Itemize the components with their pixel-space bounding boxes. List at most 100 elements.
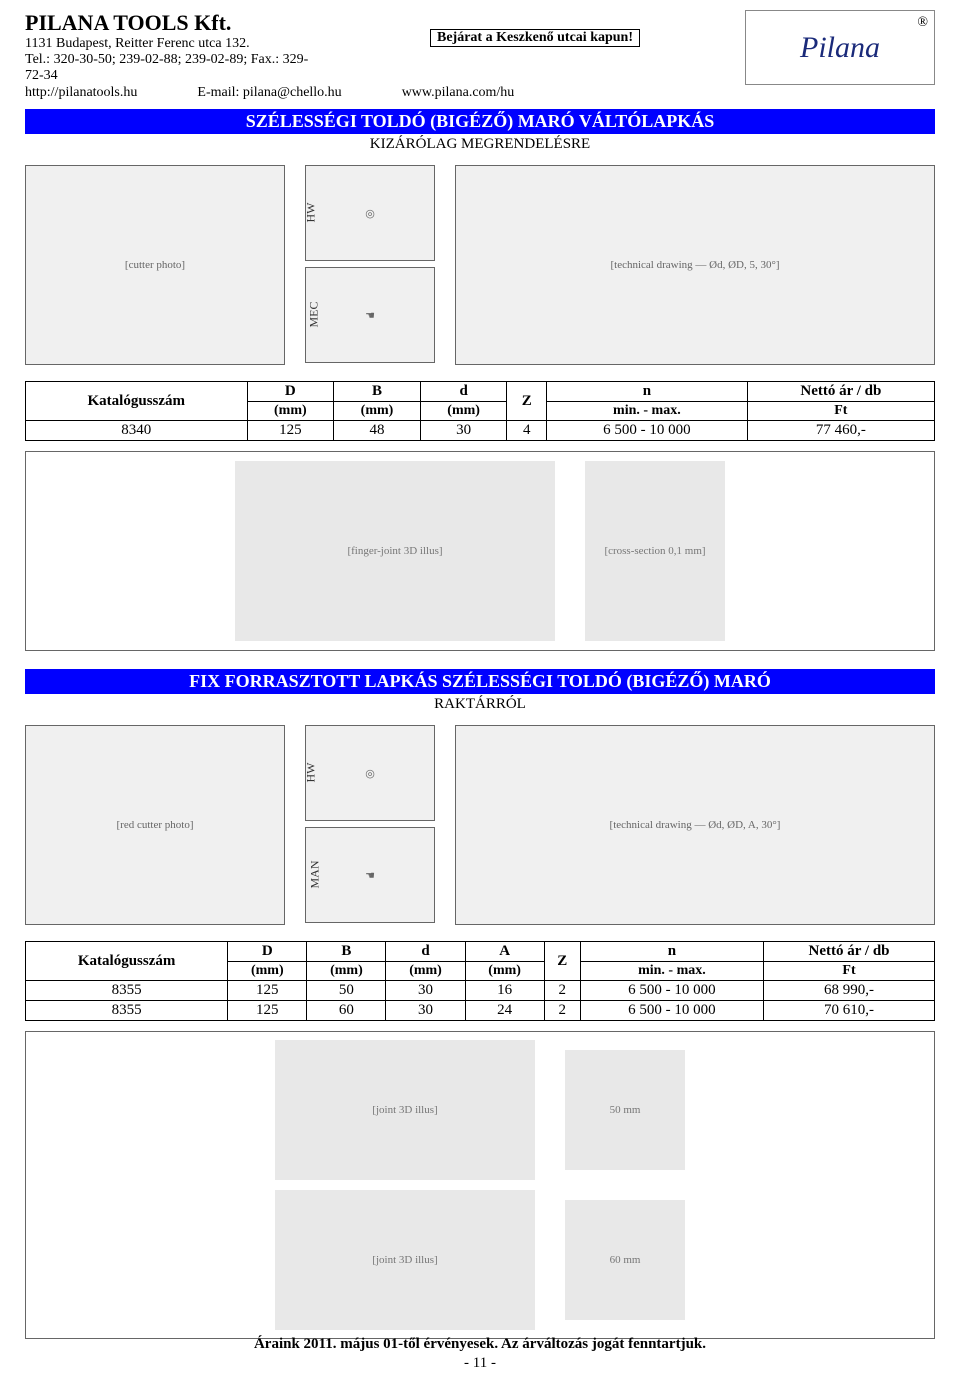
section2-product-photo: [red cutter photo] [25, 725, 285, 925]
pilana-logo: ® Pilana [745, 10, 935, 85]
col-unit: (mm) [307, 962, 386, 981]
dim-60mm: 60 mm [610, 1254, 641, 1266]
col-unit: (mm) [228, 962, 307, 981]
col-unit: (mm) [334, 402, 421, 421]
col-header: A [465, 942, 544, 962]
table-cell: 68 990,- [764, 981, 935, 1001]
col-unit: (mm) [247, 402, 334, 421]
table-cell: 8355 [26, 981, 228, 1001]
company-address: 1131 Budapest, Reitter Ferenc utca 132. [25, 36, 325, 52]
man-icon: ☚ [305, 827, 435, 923]
section1-wood-illus: [finger-joint 3D illus] [235, 461, 555, 641]
table-cell: 16 [465, 981, 544, 1001]
section1-title: SZÉLESSÉGI TOLDÓ (BIGÉZŐ) MARÓ VÁLTÓLAPK… [25, 109, 935, 134]
col-unit: (mm) [420, 402, 507, 421]
company-tel: Tel.: 320-30-50; 239-02-88; 239-02-89; F… [25, 52, 325, 84]
col-unit: min. - max. [547, 402, 748, 421]
section2-title: FIX FORRASZTOTT LAPKÁS SZÉLESSÉGI TOLDÓ … [25, 669, 935, 694]
hw-label: HW [304, 203, 319, 223]
section1-tbody: 8340125483046 500 - 10 00077 460,- [26, 421, 935, 441]
hw-label-2: HW [304, 763, 319, 783]
table-cell: 8355 [26, 1001, 228, 1021]
table-cell: 125 [228, 981, 307, 1001]
col-header: n [547, 382, 748, 402]
table-cell: 70 610,- [764, 1001, 935, 1021]
section1-images: [cutter photo] ◎ HW ☚ MEC [technical dra… [25, 159, 935, 375]
table-cell: 125 [247, 421, 334, 441]
mec-icon: ☚ [305, 267, 435, 363]
section1-thead: KatalógusszámDBdZnNettó ár / db(mm)(mm)(… [26, 382, 935, 421]
table-cell: 4 [507, 421, 547, 441]
col-header: Nettó ár / db [764, 942, 935, 962]
table-cell: 30 [386, 1001, 465, 1021]
section2-images: [red cutter photo] ◎ HW ☚ MAN [technical… [25, 719, 935, 935]
col-header: d [420, 382, 507, 402]
table-row: 835512560302426 500 - 10 00070 610,- [26, 1001, 935, 1021]
col-header: B [334, 382, 421, 402]
contact-url: http://pilanatools.hu [25, 85, 137, 101]
col-header: D [247, 382, 334, 402]
section1-subtitle: KIZÁRÓLAG MEGRENDELÉSRE [25, 134, 935, 159]
section1-cross-illus: [cross-section 0,1 mm] [585, 461, 725, 641]
table-cell: 6 500 - 10 000 [547, 421, 748, 441]
man-label: MAN [308, 860, 323, 888]
section2-table: KatalógusszámDBdAZnNettó ár / db(mm)(mm)… [25, 941, 935, 1021]
table-cell: 50 [307, 981, 386, 1001]
section2-wood-50: [joint 3D illus] [275, 1040, 535, 1180]
col-header: n [580, 942, 763, 962]
section2-subtitle: RAKTÁRRÓL [25, 694, 935, 719]
footer-text: Áraink 2011. május 01-től érvényesek. Az… [254, 1336, 706, 1352]
table-cell: 60 [307, 1001, 386, 1021]
hw-icon: ◎ [305, 165, 435, 261]
table-cell: 6 500 - 10 000 [580, 981, 763, 1001]
table-cell: 2 [544, 981, 580, 1001]
col-header: d [386, 942, 465, 962]
contact-web: www.pilana.com/hu [402, 85, 515, 101]
col-header: Z [544, 942, 580, 981]
section2-thead: KatalógusszámDBdAZnNettó ár / db(mm)(mm)… [26, 942, 935, 981]
header-mid: Bejárat a Keszkenő utcai kapun! [390, 10, 680, 51]
col-header: Katalógusszám [26, 942, 228, 981]
company-name: PILANA TOOLS Kft. [25, 10, 325, 36]
page-footer: Áraink 2011. május 01-től érvényesek. Az… [0, 1336, 960, 1372]
dim-50mm: 50 mm [610, 1104, 641, 1116]
col-header: Katalógusszám [26, 382, 248, 421]
table-row: 835512550301626 500 - 10 00068 990,- [26, 981, 935, 1001]
logo-container: ® Pilana [745, 10, 935, 85]
section1-tech-drawing: [technical drawing — Ød, ØD, 5, 30°] [455, 165, 935, 365]
section2-tbody: 835512550301626 500 - 10 00068 990,-8355… [26, 981, 935, 1021]
header-company-block: PILANA TOOLS Kft. 1131 Budapest, Reitter… [25, 10, 325, 84]
entrance-note: Bejárat a Keszkenő utcai kapun! [430, 29, 640, 47]
table-cell: 24 [465, 1001, 544, 1021]
contact-line: http://pilanatools.hu E-mail: pilana@che… [25, 85, 935, 101]
col-unit: (mm) [465, 962, 544, 981]
col-header: D [228, 942, 307, 962]
col-unit: Ft [747, 402, 934, 421]
table-cell: 125 [228, 1001, 307, 1021]
col-header: Z [507, 382, 547, 421]
table-cell: 6 500 - 10 000 [580, 1001, 763, 1021]
page-number: - 11 - [0, 1355, 960, 1372]
col-unit: Ft [764, 962, 935, 981]
col-header: Nettó ár / db [747, 382, 934, 402]
table-cell: 2 [544, 1001, 580, 1021]
section2-illustration: [joint 3D illus] 50 mm [joint 3D illus] … [25, 1031, 935, 1339]
section1-illustration: [finger-joint 3D illus] [cross-section 0… [25, 451, 935, 651]
section2-cross-60: 60 mm [565, 1200, 685, 1320]
col-unit: (mm) [386, 962, 465, 981]
section1-icon-column: ◎ HW ☚ MEC [305, 165, 435, 365]
table-row: 8340125483046 500 - 10 00077 460,- [26, 421, 935, 441]
table-cell: 30 [386, 981, 465, 1001]
table-cell: 48 [334, 421, 421, 441]
contact-email: E-mail: pilana@chello.hu [197, 85, 341, 101]
section2-wood-60: [joint 3D illus] [275, 1190, 535, 1330]
table-cell: 77 460,- [747, 421, 934, 441]
page-header: PILANA TOOLS Kft. 1131 Budapest, Reitter… [25, 10, 935, 85]
mec-label: MEC [307, 301, 322, 327]
logo-text: Pilana [800, 31, 880, 65]
section2-icon-column: ◎ HW ☚ MAN [305, 725, 435, 925]
hw-icon-2: ◎ [305, 725, 435, 821]
section2-tech-drawing: [technical drawing — Ød, ØD, A, 30°] [455, 725, 935, 925]
registered-icon: ® [917, 15, 928, 31]
section1-product-photo: [cutter photo] [25, 165, 285, 365]
